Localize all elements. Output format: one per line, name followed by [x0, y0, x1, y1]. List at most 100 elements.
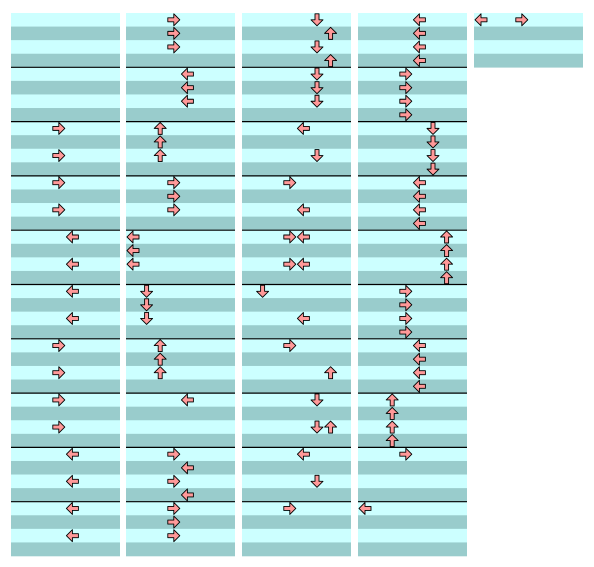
arrow-left — [412, 203, 426, 217]
beat-stripe — [242, 53, 351, 68]
beat-stripe — [126, 311, 235, 326]
arrow-left — [412, 339, 426, 353]
arrow-left — [412, 26, 426, 40]
beat-stripe — [126, 447, 235, 462]
beat-stripe — [11, 379, 120, 394]
beat-stripe — [242, 379, 351, 394]
arrow-up — [440, 257, 454, 271]
arrow-left — [126, 230, 140, 244]
arrow-right — [52, 203, 66, 217]
arrow-up — [153, 121, 167, 135]
arrow-up — [324, 366, 338, 380]
arrow-right — [167, 40, 181, 54]
beat-stripe — [11, 488, 120, 502]
beat-stripe — [126, 542, 235, 557]
beat-stripe — [126, 26, 235, 41]
beat-stripe — [242, 528, 351, 543]
arrow-down — [310, 94, 324, 108]
arrow-left — [412, 366, 426, 380]
arrow-up — [385, 434, 399, 448]
beat-stripe — [242, 67, 351, 82]
arrow-right — [399, 311, 413, 325]
beat-stripe — [126, 528, 235, 543]
beat-stripe — [11, 162, 120, 177]
arrow-right — [52, 339, 66, 353]
arrow-right — [167, 189, 181, 203]
beat-stripe — [242, 40, 351, 55]
arrow-right — [52, 420, 66, 434]
beat-stripe — [126, 257, 235, 272]
beat-stripe — [242, 311, 351, 326]
beat-stripe — [358, 460, 467, 475]
beat-stripe — [358, 501, 467, 516]
arrow-left — [412, 216, 426, 230]
beat-stripe — [358, 528, 467, 543]
arrow-left — [65, 529, 79, 543]
arrow-down — [140, 284, 154, 298]
beat-stripe — [11, 325, 120, 340]
beat-stripe — [11, 243, 120, 258]
arrow-right — [283, 176, 297, 190]
beat-stripe — [358, 311, 467, 326]
beat-stripe — [242, 542, 351, 557]
beat-stripe — [242, 352, 351, 367]
beat-stripe — [358, 379, 467, 394]
beat-stripe — [242, 216, 351, 231]
beat-stripe — [358, 270, 467, 285]
beat-stripe — [126, 460, 235, 475]
arrow-down — [140, 311, 154, 325]
arrow-right — [167, 26, 181, 40]
beat-stripe — [11, 121, 120, 136]
beat-stripe — [11, 542, 120, 557]
arrow-right — [167, 447, 181, 461]
beat-stripe — [126, 433, 235, 448]
beat-stripe — [126, 298, 235, 312]
beat-stripe — [11, 420, 120, 435]
arrow-right — [399, 81, 413, 95]
arrow-right — [283, 339, 297, 353]
beat-stripe — [126, 67, 235, 82]
arrow-down — [310, 393, 324, 407]
beat-stripe — [126, 94, 235, 109]
beat-stripe — [11, 203, 120, 217]
beat-stripe — [126, 80, 235, 95]
beat-stripe — [242, 365, 351, 380]
arrow-down — [310, 149, 324, 162]
beat-stripe — [126, 135, 235, 150]
beat-stripe — [11, 148, 120, 163]
beat-stripe — [11, 528, 120, 543]
arrow-up — [385, 407, 399, 420]
beat-stripe — [358, 393, 467, 407]
arrow-right — [283, 502, 297, 515]
beat-stripe — [242, 230, 351, 245]
beat-stripe — [126, 284, 235, 299]
arrow-down — [426, 149, 440, 162]
arrow-right — [399, 325, 413, 339]
arrow-right — [167, 176, 181, 190]
beat-stripe — [474, 13, 583, 27]
beat-stripe — [11, 433, 120, 448]
beat-stripe — [474, 40, 583, 55]
beat-stripe — [358, 284, 467, 299]
beat-stripe — [358, 13, 467, 27]
arrow-up — [153, 149, 167, 162]
arrow-up — [153, 352, 167, 366]
beat-stripe — [11, 216, 120, 231]
arrow-left — [296, 203, 310, 217]
beat-stripe — [11, 284, 120, 299]
beat-stripe — [358, 488, 467, 502]
beat-stripe — [358, 203, 467, 217]
beat-stripe — [126, 40, 235, 55]
arrow-up — [324, 420, 338, 434]
beat-stripe — [11, 515, 120, 530]
beat-stripe — [358, 338, 467, 353]
beat-stripe — [242, 13, 351, 27]
beat-stripe — [11, 406, 120, 421]
beat-stripe — [242, 243, 351, 258]
arrow-down — [310, 40, 324, 54]
beat-stripe — [242, 338, 351, 353]
beat-stripe — [11, 474, 120, 489]
chart-column — [474, 13, 583, 68]
arrow-left — [65, 474, 79, 488]
beat-stripe — [11, 26, 120, 41]
